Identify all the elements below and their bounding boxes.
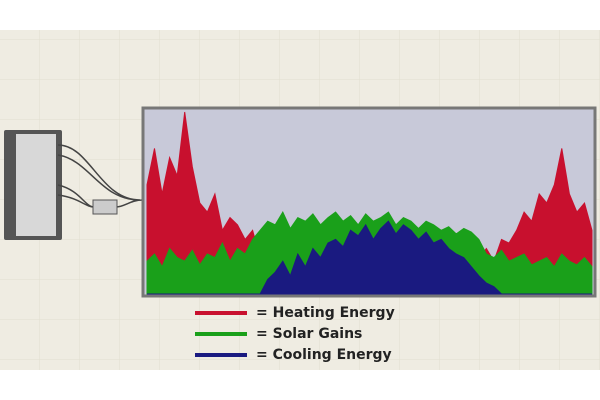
wires bbox=[57, 144, 144, 208]
component-inputs bbox=[16, 134, 56, 236]
component bbox=[4, 130, 144, 240]
area-series bbox=[147, 220, 592, 295]
legend-label: = Solar Gains bbox=[256, 326, 362, 342]
legend: = Heating Energy = Solar Gains = Cooling E… bbox=[195, 305, 395, 363]
legend-label: = Heating Energy bbox=[256, 305, 395, 321]
legend-label: = Cooling Energy bbox=[256, 347, 392, 363]
plot bbox=[146, 111, 593, 295]
relay-node bbox=[92, 199, 118, 215]
